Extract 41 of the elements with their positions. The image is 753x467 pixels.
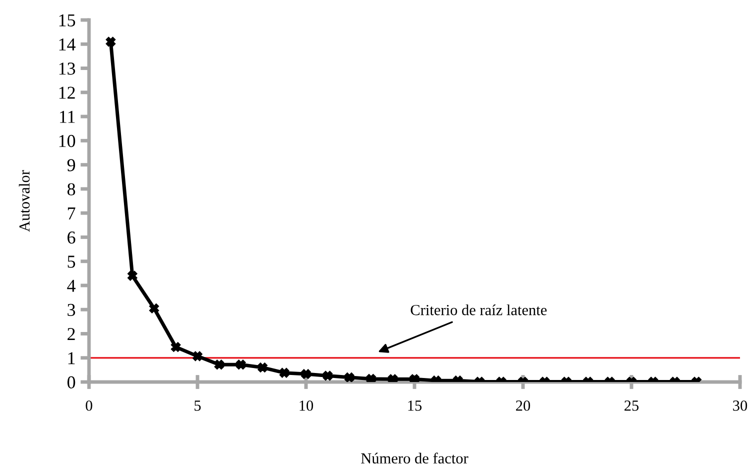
- point: [170, 342, 181, 352]
- x-tick-label: 20: [516, 400, 530, 411]
- y-tick-label: 2: [68, 328, 75, 340]
- point: [301, 369, 311, 379]
- y-tick-label: 8: [67, 183, 76, 196]
- point: [410, 374, 420, 382]
- y-tick-label: 1: [68, 352, 75, 364]
- point: [388, 374, 398, 382]
- y-tick-label: 4: [67, 280, 76, 292]
- y-tick-label: 13: [59, 62, 76, 75]
- point: [366, 374, 376, 382]
- point: [149, 304, 159, 314]
- point: [128, 270, 138, 281]
- y-tick-label: 7: [68, 208, 76, 220]
- point: [344, 372, 354, 382]
- point: [106, 36, 116, 47]
- y-tick-label: 3: [68, 304, 76, 316]
- point: [258, 362, 268, 372]
- y-axis-title: Autovalor: [18, 170, 30, 232]
- x-tick-label: 10: [300, 400, 314, 411]
- y-tick-label: 10: [59, 134, 76, 148]
- point: [192, 351, 202, 362]
- y-tick-label: 6: [68, 232, 76, 244]
- y-tick-label: 15: [59, 14, 76, 26]
- point: [214, 360, 224, 370]
- x-tick-label: 0: [86, 400, 92, 411]
- x-tick-label: 15: [408, 400, 422, 411]
- y-tick-label: 14: [59, 38, 76, 50]
- y-tick-label: 5: [68, 256, 76, 268]
- x-tick-label: 30: [733, 400, 748, 411]
- x-tick-label: 25: [624, 400, 639, 411]
- annotation: Criterio de raíz latente: [410, 304, 547, 316]
- point: [322, 370, 333, 381]
- point: [279, 368, 290, 378]
- point: [236, 360, 246, 370]
- x-tick-label: 5: [194, 400, 201, 411]
- y-tick-label: 9: [67, 159, 76, 172]
- y-tick-label: 0: [67, 376, 76, 388]
- x-axis-title: Número de factor: [361, 452, 468, 464]
- y-tick-label: 11: [60, 110, 75, 123]
- y-tick-label: 12: [59, 86, 75, 99]
